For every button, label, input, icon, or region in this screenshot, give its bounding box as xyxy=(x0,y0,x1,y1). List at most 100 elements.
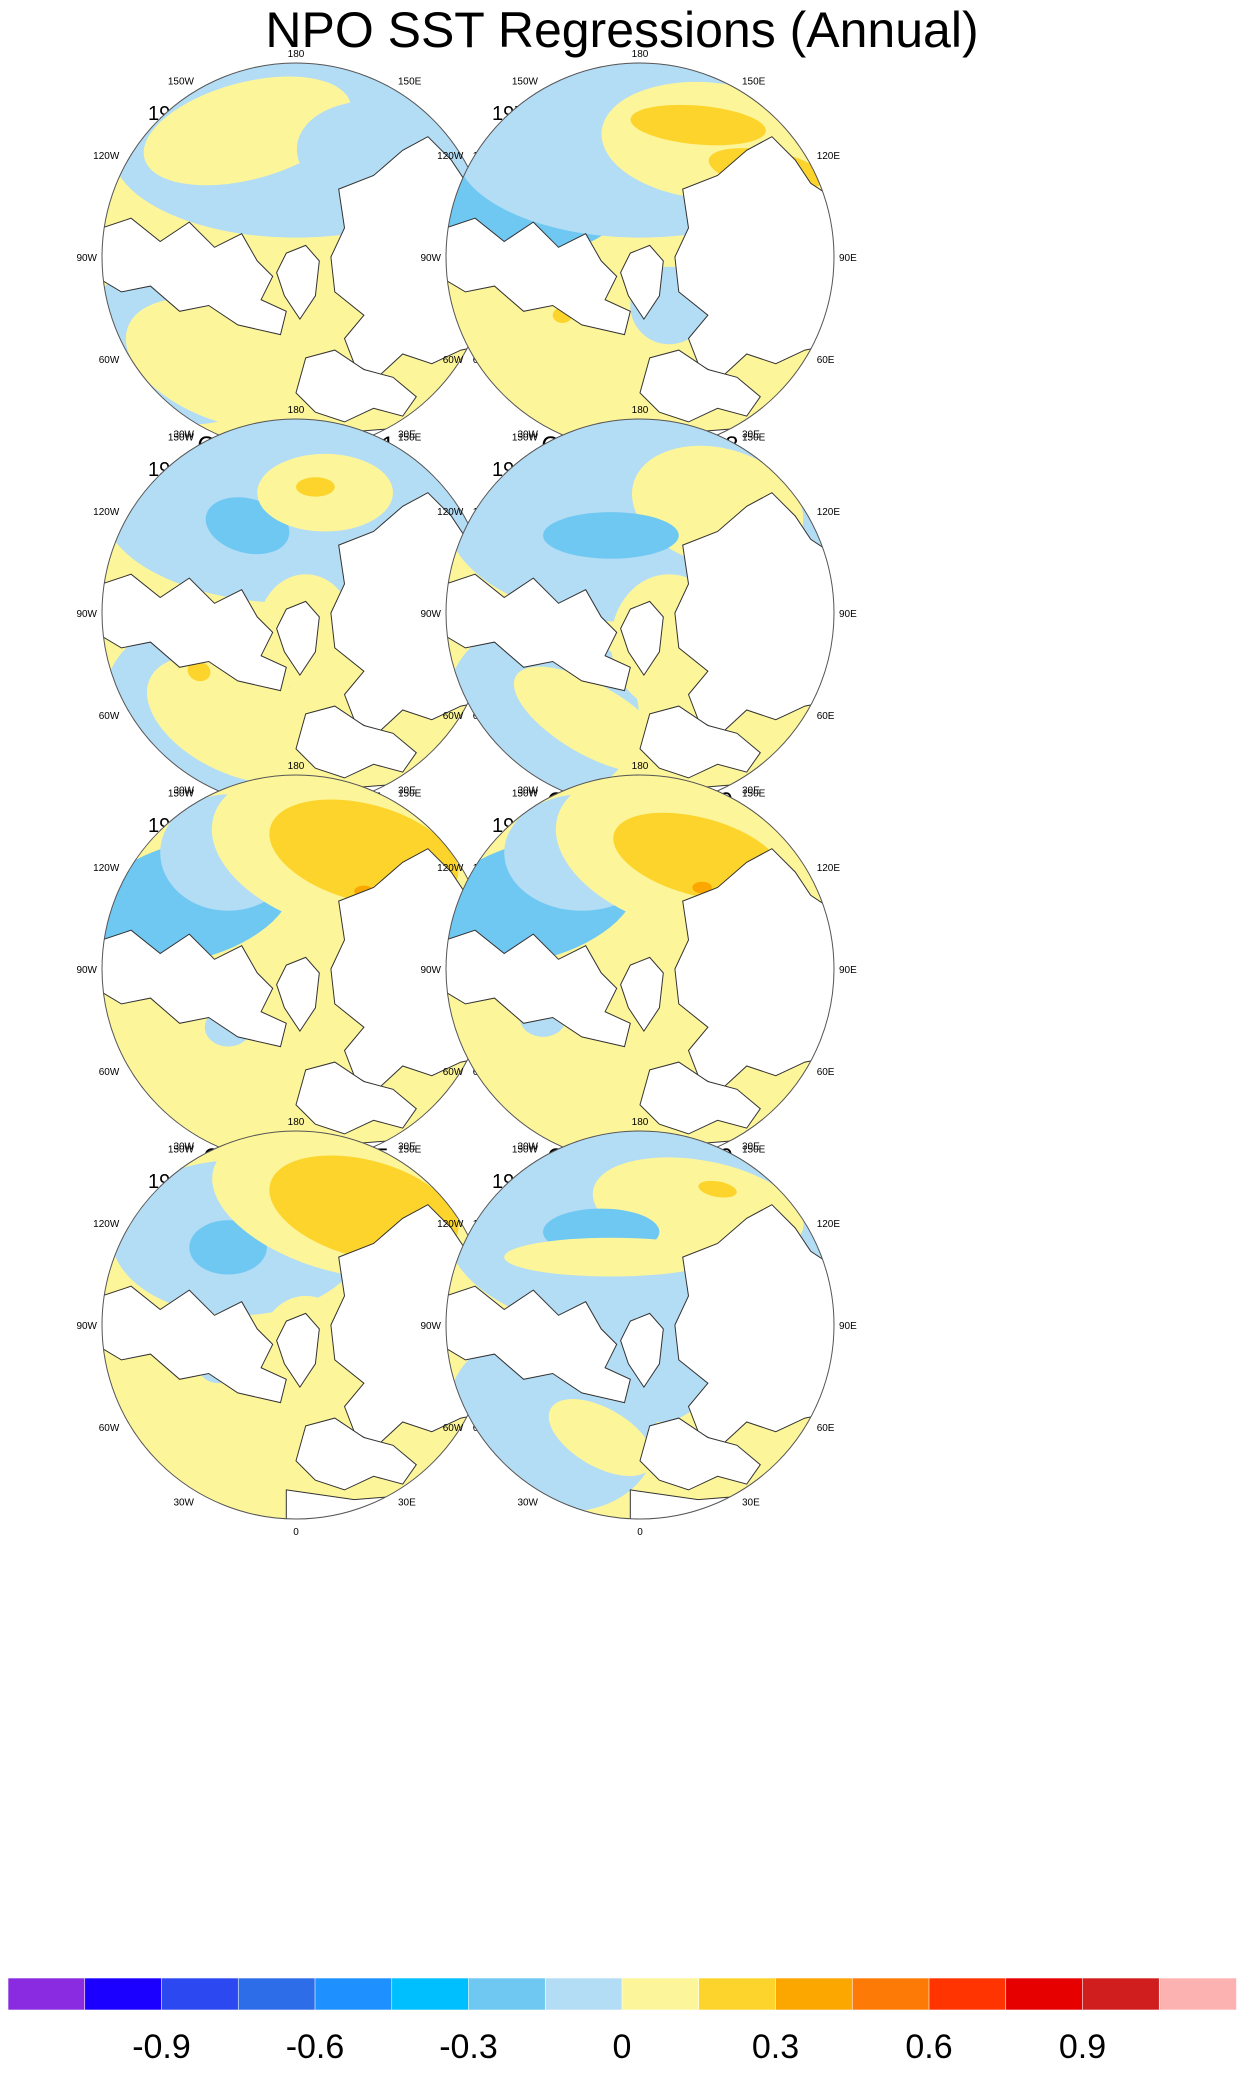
sst-anomaly-region xyxy=(630,104,766,146)
colorbar-swatch xyxy=(314,1977,393,2011)
longitude-label: 0 xyxy=(293,1527,299,1538)
longitude-label: 150W xyxy=(512,432,539,443)
longitude-label: 60W xyxy=(99,711,120,722)
longitude-label: 60E xyxy=(817,1423,835,1434)
longitude-label: 60W xyxy=(443,1067,464,1078)
land-mass xyxy=(639,705,761,779)
colorbar-tick-label: 0.6 xyxy=(905,2028,952,2066)
longitude-label: 30W xyxy=(173,1142,194,1153)
longitude-label: 90E xyxy=(839,965,857,976)
longitude-label: 30W xyxy=(517,430,538,441)
longitude-label: 150E xyxy=(742,1144,766,1155)
map-panel: CESM1 LENS 151920-2005180150E120E90E60E3… xyxy=(76,1117,513,1538)
land-mass xyxy=(102,1285,287,1404)
longitude-label: 60E xyxy=(817,355,835,366)
land-mass xyxy=(330,1204,490,1446)
longitude-label: 30W xyxy=(173,786,194,797)
longitude-label: 90W xyxy=(76,965,97,976)
map-panel: CESM1 LENS 201920-2005180150E120E90E60E3… xyxy=(420,1117,857,1538)
longitude-label: 180 xyxy=(288,405,305,416)
longitude-label: 150W xyxy=(168,432,195,443)
land-mass xyxy=(330,136,490,378)
longitude-label: 60W xyxy=(443,1423,464,1434)
longitude-label: 180 xyxy=(288,761,305,772)
land-mass xyxy=(639,349,761,423)
land-mass xyxy=(620,1312,664,1389)
longitude-label: 30E xyxy=(398,1498,416,1509)
longitude-label: 150W xyxy=(168,1144,195,1155)
colorbar-swatch xyxy=(468,1977,547,2011)
longitude-label: 120E xyxy=(817,151,841,162)
colorbar-swatch xyxy=(1005,1977,1084,2011)
longitude-label: 180 xyxy=(632,405,649,416)
colorbar-tick-label: -0.3 xyxy=(439,2028,498,2066)
longitude-label: 150W xyxy=(512,788,539,799)
land-mass xyxy=(276,1312,320,1389)
land-mass xyxy=(674,136,834,378)
land-mass xyxy=(446,1285,631,1404)
land-mass xyxy=(330,848,490,1090)
longitude-label: 90W xyxy=(76,609,97,620)
colorbar-tick-label: 0.3 xyxy=(752,2028,799,2066)
land-mass xyxy=(276,956,320,1033)
map-boundary xyxy=(445,1130,835,1520)
longitude-label: 150E xyxy=(398,432,422,443)
longitude-label: 120W xyxy=(93,151,120,162)
land-mass xyxy=(276,600,320,677)
land-mass xyxy=(102,929,287,1048)
colorbar-swatch xyxy=(1158,1977,1237,2011)
longitude-label: 30W xyxy=(517,786,538,797)
land-mass xyxy=(639,1417,761,1491)
sst-anomaly-region xyxy=(296,477,335,497)
longitude-label: 180 xyxy=(632,49,649,60)
longitude-label: 120E xyxy=(817,1219,841,1230)
longitude-label: 60W xyxy=(99,1067,120,1078)
land-mass xyxy=(446,573,631,692)
longitude-label: 150W xyxy=(168,788,195,799)
colorbar-swatch xyxy=(161,1977,240,2011)
sst-anomaly-region xyxy=(543,512,679,559)
sst-anomaly-region xyxy=(146,655,329,784)
longitude-label: 180 xyxy=(632,761,649,772)
map-panel: CESM1 LENS 101920-2005180150E120E90E60E3… xyxy=(420,761,857,1182)
longitude-label: 90E xyxy=(839,609,857,620)
main-title: NPO SST Regressions (Annual) xyxy=(265,2,979,58)
longitude-label: 120W xyxy=(437,1219,464,1230)
land-mass xyxy=(674,848,834,1090)
colorbar-tick-label: 0.9 xyxy=(1059,2028,1106,2066)
colorbar-swatch xyxy=(7,1977,86,2011)
longitude-label: 150E xyxy=(398,1144,422,1155)
longitude-label: 60W xyxy=(99,1423,120,1434)
longitude-label: 120W xyxy=(437,507,464,518)
land-mass xyxy=(674,1204,834,1446)
longitude-label: 150E xyxy=(398,76,422,87)
longitude-label: 30E xyxy=(742,1498,760,1509)
map-panel: HadSLP2r1920-2005180150E120E90E60E30E030… xyxy=(76,49,513,470)
land-mass xyxy=(276,244,320,321)
colorbar-swatch xyxy=(698,1977,777,2011)
colorbar-swatch xyxy=(544,1977,623,2011)
longitude-label: 120E xyxy=(817,863,841,874)
longitude-label: 180 xyxy=(288,1117,305,1128)
longitude-label: 30E xyxy=(398,430,416,441)
colorbar-swatch xyxy=(84,1977,163,2011)
colorbar: -0.9 -0.6 -0.3 0 0.3 0.6 0.9 xyxy=(7,1977,1237,2066)
longitude-label: 120W xyxy=(93,1219,120,1230)
longitude-label: 150E xyxy=(398,788,422,799)
longitude-label: 90W xyxy=(76,253,97,264)
land-mass xyxy=(446,929,631,1048)
colorbar-swatch xyxy=(237,1977,316,2011)
longitude-label: 150W xyxy=(512,76,539,87)
longitude-label: 90E xyxy=(839,1321,857,1332)
land-mass xyxy=(295,705,417,779)
longitude-label: 120W xyxy=(93,863,120,874)
longitude-label: 60E xyxy=(817,711,835,722)
longitude-label: 150W xyxy=(168,76,195,87)
longitude-label: 90W xyxy=(420,1321,441,1332)
land-mass xyxy=(620,956,664,1033)
longitude-label: 30E xyxy=(742,1142,760,1153)
sst-anomaly-region xyxy=(187,661,211,682)
sst-anomaly-region xyxy=(189,1220,267,1275)
longitude-label: 120W xyxy=(437,863,464,874)
